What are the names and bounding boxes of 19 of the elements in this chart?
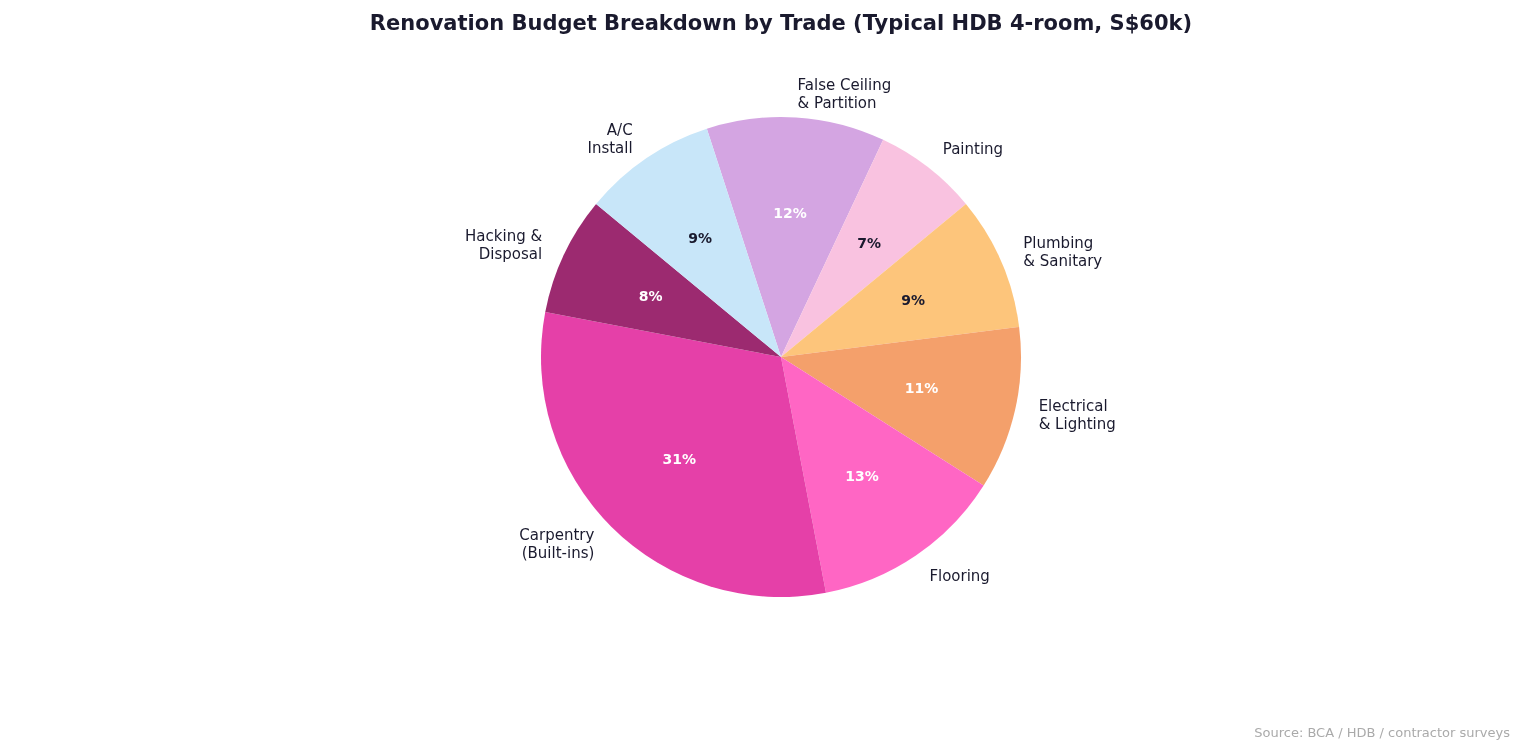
slice-label: Plumbing & Sanitary [1023, 234, 1103, 271]
slice-label: Flooring [929, 566, 990, 585]
data-label: 9% [688, 229, 712, 246]
data-label: 31% [662, 450, 696, 467]
data-label: 11% [904, 380, 939, 397]
slice-label: Carpentry (Built-ins) [519, 525, 595, 562]
data-label: 8% [638, 287, 663, 304]
source-note: Source: BCA / HDB / contractor surveys [1254, 725, 1511, 740]
data-label: 7% [857, 235, 882, 252]
data-label: 9% [901, 291, 926, 308]
slice-label: Painting [942, 139, 1004, 158]
slice-label: False Ceiling & Partition [797, 75, 892, 112]
slice-label: A/C Install [587, 120, 633, 157]
pie-slice [781, 326, 1021, 486]
slice-label: Electrical & Lighting [1038, 396, 1116, 433]
data-label: 12% [773, 205, 807, 222]
chart-title: Renovation Budget Breakdown by Trade (Typical HDB 4-room, S$60k) [369, 11, 1193, 35]
slice-label: Hacking & Disposal [465, 226, 543, 263]
data-label: 13% [845, 468, 879, 485]
